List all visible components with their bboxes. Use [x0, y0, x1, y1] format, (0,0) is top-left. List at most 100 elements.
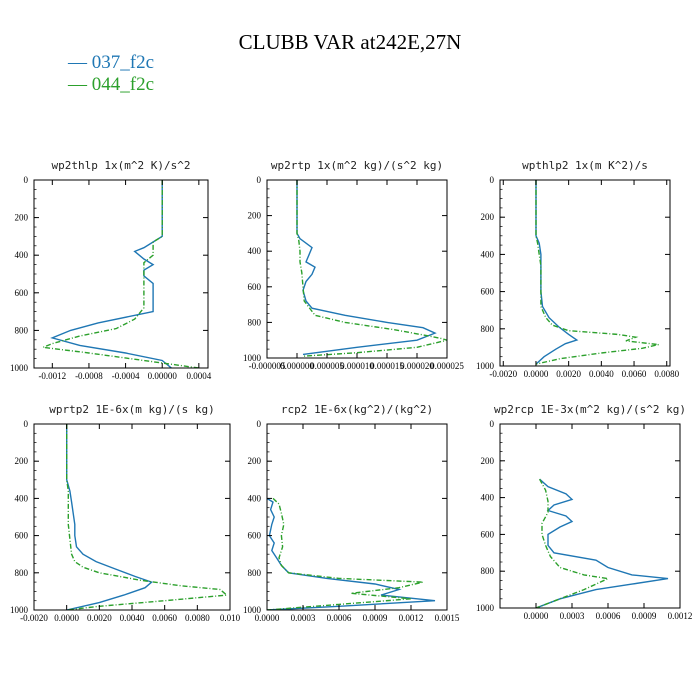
- y-tick-label: 1000: [243, 353, 262, 363]
- x-tick-label: 0.000000: [280, 361, 314, 371]
- legend-entry-1: — 037_f2c: [67, 52, 154, 73]
- y-tick-label: 400: [481, 249, 495, 259]
- x-tick-label: 0.0015: [435, 613, 460, 623]
- panel-title: wprtp2 1E-6x(m kg)/(s kg): [49, 403, 215, 416]
- series-group: [267, 497, 436, 610]
- x-tick-label: 0.0080: [654, 369, 679, 379]
- y-tick-label: 800: [248, 568, 262, 578]
- y-tick-label: 0: [257, 175, 262, 185]
- y-tick-label: 200: [15, 456, 29, 466]
- y-tick-label: 400: [481, 493, 495, 503]
- y-tick-label: 0: [490, 175, 495, 185]
- panel-4: wprtp2 1E-6x(m kg)/(s kg) 0 200 400 600 800 10…: [10, 403, 241, 623]
- y-tick-label: 600: [481, 287, 495, 297]
- x-tick-label: 0.0040: [120, 613, 145, 623]
- y-tick-label: 800: [248, 317, 262, 327]
- series-line-037_f2c: [50, 180, 172, 368]
- y-tick-label: 600: [15, 288, 29, 298]
- x-tick-label: 0.0009: [363, 613, 388, 623]
- series-line-037_f2c: [65, 424, 153, 610]
- x-tick-label: 0.000025: [430, 361, 464, 371]
- series-line-037_f2c: [535, 180, 579, 365]
- x-tick-label: 0.0000: [524, 369, 549, 379]
- x-tick-label: -0.0020: [20, 613, 48, 623]
- y-tick-label: 200: [15, 213, 29, 223]
- x-tick-label: 0.000005: [310, 361, 344, 371]
- x-tick-label: 0.000015: [370, 361, 404, 371]
- panel-1: wp2thlp 1x(m^2 K)/s^2 0 200 400 600 800 1000 -0…: [10, 159, 212, 381]
- x-tick-label: 0.0006: [327, 613, 352, 623]
- panel-6: wp2rcp 1E-3x(m^2 kg)/(s^2 kg) 0 200 400 600 8…: [476, 403, 692, 621]
- x-tick-label: -0.0004: [112, 371, 140, 381]
- y-tick-label: 200: [481, 212, 495, 222]
- panel-title: rcp2 1E-6x(kg^2)/(kg^2): [281, 403, 433, 416]
- x-tick-label: 0.000020: [400, 361, 434, 371]
- y-tick-label: 800: [481, 566, 495, 576]
- x-tick-label: 0.0020: [87, 613, 112, 623]
- series-line-044_f2c: [535, 478, 611, 608]
- y-tick-label: 0: [490, 419, 495, 429]
- y-tick-label: 600: [248, 531, 262, 541]
- panel-title: wp2rcp 1E-3x(m^2 kg)/(s^2 kg): [494, 403, 686, 416]
- x-tick-label: 0.0012: [668, 611, 693, 621]
- panel-title: wp2rtp 1x(m^2 kg)/(s^2 kg): [271, 159, 443, 172]
- x-tick-label: 0.0040: [589, 369, 614, 379]
- y-tick-label: 800: [481, 324, 495, 334]
- series-line-037_f2c: [535, 478, 669, 608]
- x-tick-label: 0.0080: [185, 613, 210, 623]
- x-tick-label: 0.0006: [596, 611, 621, 621]
- x-tick-label: 0.0000: [524, 611, 549, 621]
- y-tick-label: 1000: [476, 603, 495, 613]
- y-tick-label: 600: [248, 282, 262, 292]
- x-tick-label: 0.010: [220, 613, 241, 623]
- series-line-037_f2c: [267, 497, 436, 610]
- x-tick-label: 0.00000: [148, 371, 178, 381]
- plot-frame: [499, 179, 671, 367]
- series-line-044_f2c: [296, 180, 447, 357]
- panel-2: wp2rtp 1x(m^2 kg)/(s^2 kg) 0 200 400 600 800 1…: [243, 159, 464, 371]
- series-group: [65, 424, 229, 610]
- x-tick-label: 0.0003: [560, 611, 585, 621]
- series-line-044_f2c: [40, 180, 199, 368]
- panel-title: wp2thlp 1x(m^2 K)/s^2: [51, 159, 190, 172]
- series-line-044_f2c: [535, 180, 659, 365]
- x-tick-label: 0.000010: [340, 361, 374, 371]
- series-line-037_f2c: [296, 180, 437, 356]
- x-tick-label: -0.0020: [489, 369, 517, 379]
- series-group: [535, 180, 659, 365]
- plot-frame: [266, 179, 448, 359]
- x-tick-label: 0.0009: [632, 611, 657, 621]
- x-tick-label: 0.0060: [152, 613, 177, 623]
- y-tick-label: 800: [15, 568, 29, 578]
- y-tick-label: 400: [248, 246, 262, 256]
- y-tick-label: 600: [481, 529, 495, 539]
- y-tick-label: 200: [248, 211, 262, 221]
- x-tick-label: 0.0003: [291, 613, 316, 623]
- series-group: [535, 478, 669, 608]
- panel-title: wpthlp2 1x(m K^2)/s: [522, 159, 648, 172]
- panels-group: wp2thlp 1x(m^2 K)/s^202004006008001000-0…: [10, 159, 692, 623]
- y-tick-label: 400: [15, 493, 29, 503]
- x-tick-label: -0.0012: [38, 371, 66, 381]
- series-line-044_f2c: [65, 424, 229, 610]
- y-tick-label: 1000: [10, 363, 29, 373]
- x-tick-label: 0.0004: [186, 371, 211, 381]
- y-tick-label: 800: [15, 325, 29, 335]
- y-tick-label: 200: [481, 456, 495, 466]
- legend-entry-2: — 044_f2c: [67, 74, 154, 95]
- series-group: [296, 180, 447, 357]
- y-tick-label: 600: [15, 531, 29, 541]
- x-tick-label: 0.0060: [622, 369, 647, 379]
- y-tick-label: 1000: [243, 605, 262, 615]
- series-group: [40, 180, 199, 368]
- x-tick-label: 0.0012: [399, 613, 424, 623]
- x-tick-label: 0.0000: [54, 613, 79, 623]
- series-line-044_f2c: [267, 497, 424, 610]
- x-tick-label: -0.0008: [75, 371, 103, 381]
- y-tick-label: 1000: [10, 605, 29, 615]
- y-tick-label: 0: [24, 175, 29, 185]
- y-tick-label: 0: [24, 419, 29, 429]
- x-tick-label: -0.000005: [249, 361, 286, 371]
- y-tick-label: 1000: [476, 361, 495, 371]
